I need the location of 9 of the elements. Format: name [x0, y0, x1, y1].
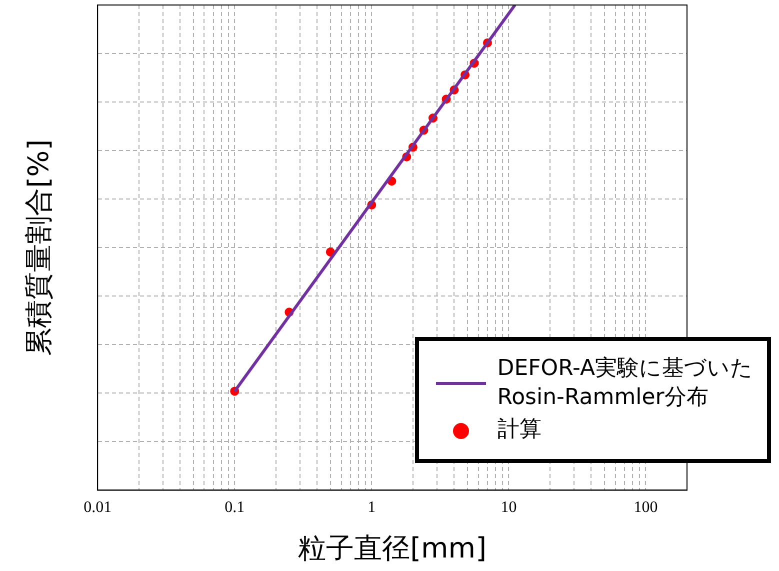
legend-label: 計算 — [497, 416, 542, 444]
x-tick-label: 0.1 — [224, 499, 245, 516]
x-axis-title: 粒子直径[mm] — [298, 531, 487, 564]
x-tick-label: 10 — [500, 499, 517, 516]
x-tick-label: 100 — [634, 499, 658, 516]
legend-label: DEFOR-A実験に基づいた Rosin-Rammler分布 — [497, 355, 753, 412]
y-axis-title: 累積質量割合[%] — [22, 139, 56, 356]
x-tick-label: 1 — [368, 499, 376, 516]
x-tick-label: 0.01 — [84, 499, 112, 516]
